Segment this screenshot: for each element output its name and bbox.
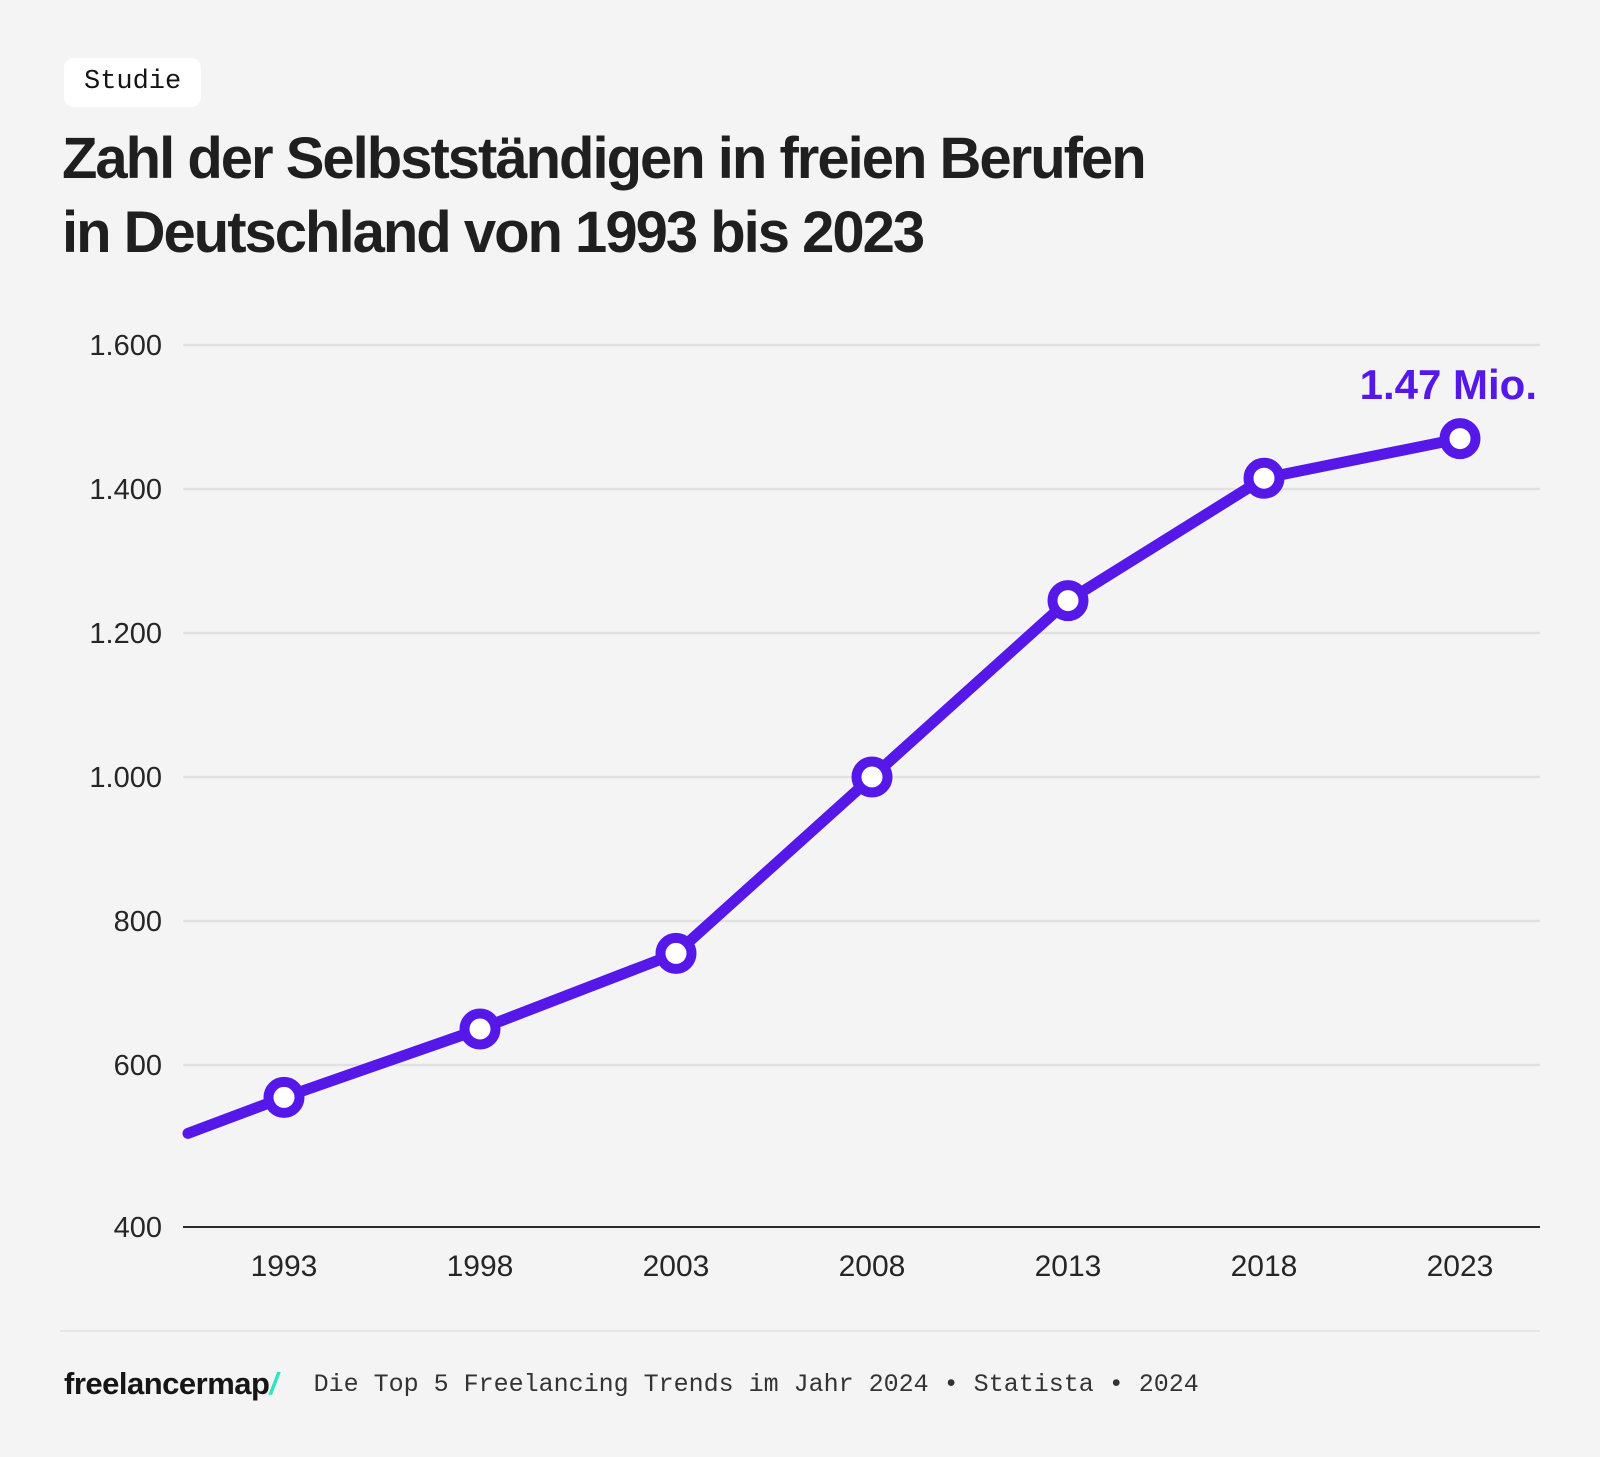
x-tick-label: 2023 — [1427, 1250, 1494, 1283]
page-title: Zahl der Selbstständigen in freien Beruf… — [62, 122, 1147, 270]
study-badge-label: Studie — [84, 67, 182, 97]
data-point-2008 — [851, 756, 893, 798]
footer-divider — [60, 1330, 1540, 1332]
x-tick-label: 2008 — [839, 1250, 906, 1283]
x-tick-label: 1998 — [447, 1250, 514, 1283]
x-tick-label: 1993 — [251, 1250, 318, 1283]
x-tick-label: 2003 — [643, 1250, 710, 1283]
y-tick-label: 1.200 — [89, 618, 162, 650]
study-badge: Studie — [64, 58, 202, 107]
source-attribution: Die Top 5 Freelancing Trends im Jahr 202… — [313, 1369, 1199, 1399]
freelancermap-logo-text: freelancermap — [64, 1366, 270, 1401]
y-tick-label: 400 — [114, 1212, 162, 1244]
data-point-2013 — [1047, 580, 1089, 622]
series-line — [182, 433, 1466, 1139]
y-tick-label: 600 — [114, 1050, 162, 1082]
page-title-line-1: Zahl der Selbstständigen in freien Beruf… — [62, 126, 1147, 191]
freelancermap-logo: freelancermap/ — [64, 1366, 278, 1402]
data-point-1998 — [459, 1008, 501, 1050]
y-tick-label: 1.600 — [89, 330, 162, 362]
footer: freelancermap/ Die Top 5 Freelancing Tre… — [64, 1366, 1544, 1402]
y-tick-label: 800 — [114, 906, 162, 938]
freelancermap-logo-slash: / — [269, 1366, 278, 1401]
y-tick-label: 1.000 — [89, 762, 162, 794]
last-value-annotation: 1.47 Mio. — [1360, 361, 1537, 408]
x-tick-label: 2013 — [1035, 1250, 1102, 1283]
y-tick-label: 1.400 — [89, 474, 162, 506]
data-point-2023 — [1439, 418, 1481, 460]
page-title-line-2: in Deutschland von 1993 bis 2023 — [62, 200, 925, 265]
data-point-2018 — [1243, 457, 1285, 499]
data-point-2003 — [655, 932, 697, 974]
data-point-1993 — [263, 1076, 305, 1118]
x-tick-label: 2018 — [1231, 1250, 1298, 1283]
